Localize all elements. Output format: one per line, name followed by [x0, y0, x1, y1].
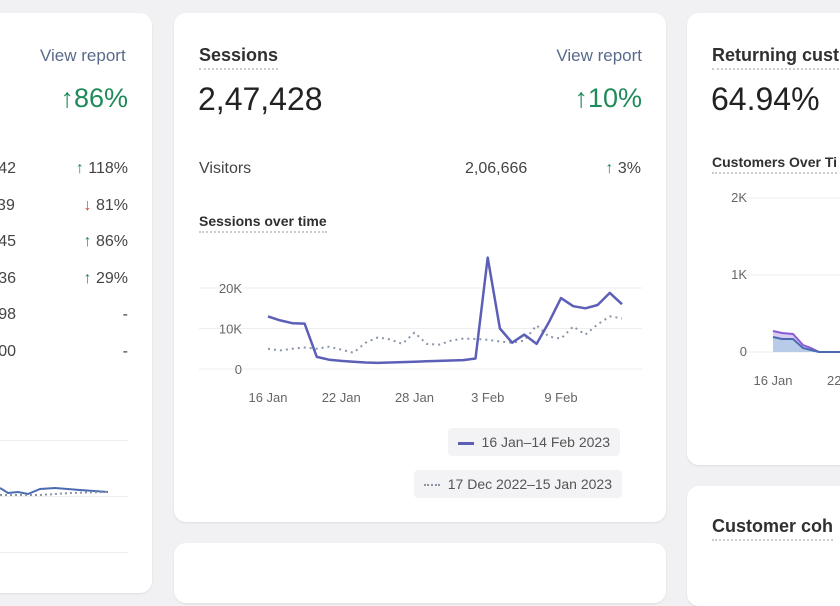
row-change-text: -	[122, 306, 128, 324]
row-change-text: 29%	[95, 269, 128, 287]
row-change-text: 86%	[95, 233, 128, 251]
visitors-label: Visitors	[199, 160, 252, 177]
row-value: 16.36	[0, 269, 17, 287]
x-tick: 16 Jan	[753, 373, 792, 388]
bottom-middle-card	[174, 543, 666, 603]
row-value: 60.00	[0, 343, 17, 360]
customers-chart: 2K 1K 0 16 Jan 22	[731, 190, 840, 388]
card-title[interactable]: Customer coh	[712, 516, 834, 541]
row-change-text: 81%	[95, 196, 128, 214]
visitors-value: 2,06,666	[465, 160, 528, 177]
row-change: ↑ 86%	[84, 233, 128, 251]
dotted-line-icon	[423, 484, 440, 487]
row-change: ↑ 118%	[76, 160, 128, 178]
current-period-line	[267, 256, 623, 365]
legend-previous[interactable]: 17 Dec 2022–15 Jan 2023	[413, 470, 622, 498]
left-metric-card: View report ↑86% 53.42↑ 118%11.39↓ 81%54…	[0, 13, 152, 593]
sessions-card: Sessions View report 2,47,428 ↑10% Visit…	[174, 13, 666, 522]
row-value: 54.45	[0, 233, 17, 251]
legend-current[interactable]: 16 Jan–14 Feb 2023	[447, 428, 620, 456]
left-mini-chart	[0, 486, 109, 496]
arrow-up-icon: ↑	[605, 160, 614, 177]
x-tick: 22 Jan	[322, 390, 361, 405]
x-tick: 3 Feb	[471, 390, 504, 405]
x-tick: 9 Feb	[544, 390, 577, 405]
chart-title[interactable]: Customers Over Ti	[712, 154, 838, 174]
card-title[interactable]: Sessions	[199, 45, 279, 70]
y-tick: 20K	[219, 281, 242, 296]
y-tick: 2K	[731, 190, 747, 205]
visitors-change: ↑ 3%	[605, 160, 641, 177]
card-title[interactable]: Returning cust	[712, 45, 840, 70]
row-change: ↓ 81%	[84, 197, 128, 215]
view-report-link[interactable]: View report	[40, 46, 126, 65]
row-change: ↑ 29%	[84, 270, 128, 288]
sessions-chart: 0 10K 20K 16 Jan 22 Jan 28 Jan 3 Feb 9 Feb	[199, 256, 642, 405]
sessions-change: ↑10%	[574, 83, 642, 113]
y-tick: 1K	[731, 267, 747, 282]
x-tick: 28 Jan	[395, 390, 434, 405]
y-tick: 0	[740, 344, 747, 359]
arrow-up-icon: ↑	[83, 269, 96, 287]
sessions-total: 2,47,428	[198, 81, 323, 117]
x-tick: 16 Jan	[248, 390, 287, 405]
row-value: 12.98	[0, 306, 17, 324]
row-change-text: 118%	[88, 160, 128, 177]
customer-cohort-card: Customer coh	[687, 486, 840, 606]
row-change: -	[123, 343, 128, 361]
row-change: -	[123, 306, 128, 324]
arrow-up-icon: ↑	[75, 160, 89, 177]
row-change-text: -	[122, 343, 128, 360]
change-percent: ↑86%	[60, 83, 128, 113]
solid-line-icon	[457, 441, 474, 445]
x-tick: 22	[827, 373, 840, 388]
y-tick: 10K	[219, 322, 242, 337]
row-value: 11.39	[0, 196, 15, 214]
chart-title[interactable]: Sessions over time	[199, 213, 327, 233]
returning-customers-card: Returning cust 64.94% Customers Over Ti …	[687, 13, 840, 465]
row-value: 53.42	[0, 160, 17, 177]
arrow-up-icon: ↑	[83, 233, 96, 251]
returning-rate: 64.94%	[711, 81, 820, 117]
y-tick: 0	[235, 362, 242, 377]
view-report-link[interactable]: View report	[556, 46, 642, 65]
previous-period-line	[267, 315, 623, 354]
arrow-down-icon: ↓	[83, 196, 96, 214]
